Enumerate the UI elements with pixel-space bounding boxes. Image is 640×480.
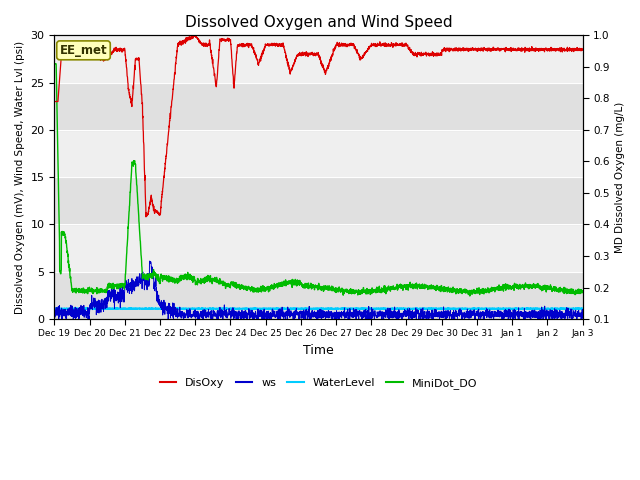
- MiniDot_DO: [466, 293, 474, 299]
- ws: [253, 315, 261, 321]
- ws: [579, 307, 586, 312]
- MiniDot_DO: [142, 274, 150, 280]
- Bar: [54, 83, 582, 130]
- ws: [512, 308, 520, 313]
- Line: MiniDot_DO: MiniDot_DO: [54, 64, 582, 296]
- Bar: [54, 225, 582, 272]
- WaterLevel: [51, 306, 58, 312]
- ws: [142, 275, 150, 280]
- WaterLevel: [111, 306, 118, 312]
- Line: DisOxy: DisOxy: [54, 36, 582, 217]
- Title: Dissolved Oxygen and Wind Speed: Dissolved Oxygen and Wind Speed: [185, 15, 452, 30]
- ws: [111, 290, 118, 296]
- DisOxy: [51, 99, 58, 105]
- DisOxy: [276, 42, 284, 48]
- MiniDot_DO: [579, 288, 586, 294]
- Bar: [54, 177, 582, 225]
- WaterLevel: [276, 306, 284, 312]
- MiniDot_DO: [511, 284, 519, 289]
- WaterLevel: [307, 306, 315, 312]
- DisOxy: [190, 33, 198, 38]
- Line: ws: ws: [54, 261, 582, 319]
- Bar: [54, 272, 582, 319]
- Bar: [54, 36, 582, 83]
- Line: WaterLevel: WaterLevel: [54, 308, 582, 309]
- DisOxy: [512, 48, 520, 53]
- ws: [276, 311, 284, 317]
- WaterLevel: [253, 306, 261, 312]
- WaterLevel: [142, 306, 150, 312]
- MiniDot_DO: [253, 287, 260, 292]
- ws: [146, 258, 154, 264]
- Text: EE_met: EE_met: [60, 44, 108, 57]
- MiniDot_DO: [568, 287, 576, 293]
- DisOxy: [142, 214, 150, 220]
- WaterLevel: [209, 305, 217, 311]
- Legend: DisOxy, ws, WaterLevel, MiniDot_DO: DisOxy, ws, WaterLevel, MiniDot_DO: [155, 373, 482, 393]
- ws: [569, 316, 577, 322]
- MiniDot_DO: [276, 283, 284, 288]
- DisOxy: [579, 47, 586, 52]
- DisOxy: [111, 48, 118, 54]
- DisOxy: [142, 210, 150, 216]
- WaterLevel: [579, 306, 586, 312]
- ws: [51, 303, 58, 309]
- WaterLevel: [512, 306, 520, 312]
- Y-axis label: Dissolved Oxygen (mV), Wind Speed, Water Lvl (psi): Dissolved Oxygen (mV), Wind Speed, Water…: [15, 41, 25, 314]
- WaterLevel: [569, 306, 577, 312]
- DisOxy: [569, 47, 577, 52]
- DisOxy: [253, 58, 261, 63]
- Y-axis label: MD Dissolved Oxygen (mg/L): MD Dissolved Oxygen (mg/L): [615, 102, 625, 253]
- MiniDot_DO: [111, 282, 118, 288]
- ws: [58, 316, 66, 322]
- X-axis label: Time: Time: [303, 344, 334, 357]
- Bar: [54, 130, 582, 177]
- MiniDot_DO: [51, 61, 58, 67]
